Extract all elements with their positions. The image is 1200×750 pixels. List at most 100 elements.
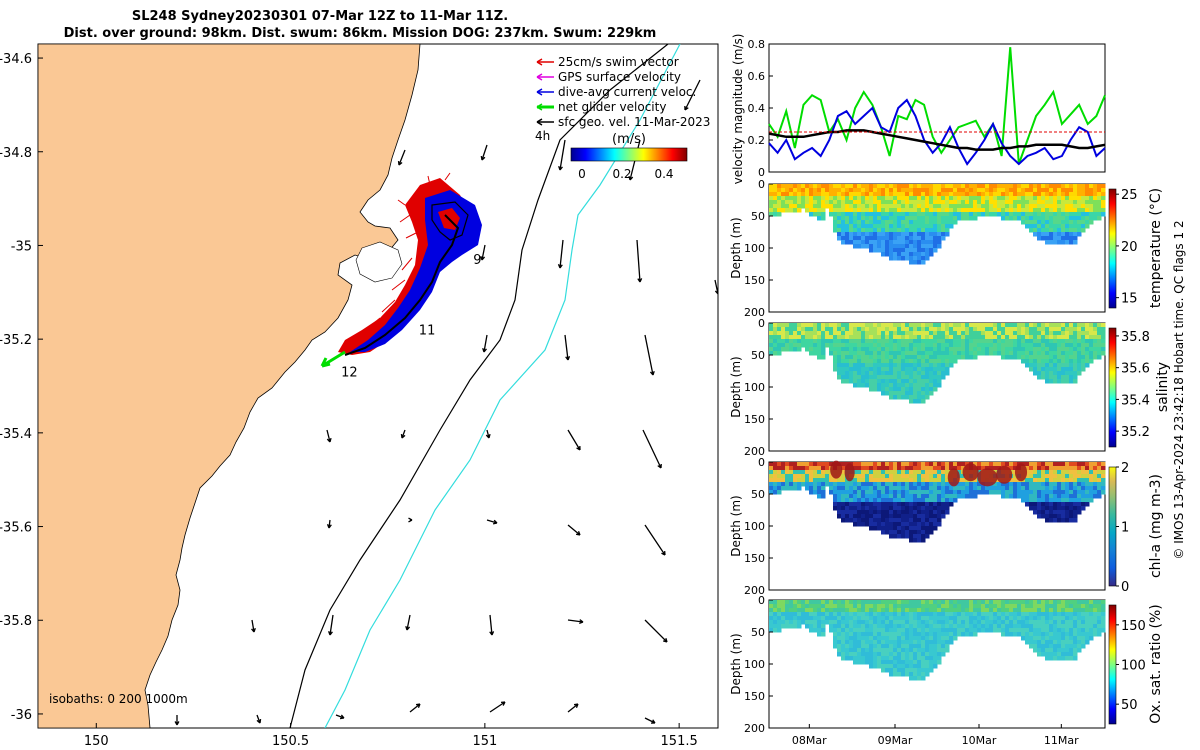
section-cell	[881, 486, 886, 491]
section-cell	[993, 184, 998, 189]
section-cell	[997, 482, 1002, 487]
section-cell	[1089, 208, 1094, 213]
section-cell	[917, 184, 922, 189]
section-cell	[889, 323, 894, 328]
section-cell	[905, 323, 910, 328]
section-cell	[1009, 196, 1014, 201]
section-cell	[1029, 343, 1034, 348]
section-cell	[917, 530, 922, 535]
section-cell	[1093, 608, 1098, 613]
section-cell	[1029, 359, 1034, 364]
section-cell	[1073, 474, 1078, 479]
section-cell	[917, 518, 922, 523]
section-cell	[869, 323, 874, 328]
section-cell	[925, 212, 930, 217]
section-cell	[809, 608, 814, 613]
section-cell	[1029, 212, 1034, 217]
section-cell	[969, 612, 974, 617]
section-cell	[833, 506, 838, 511]
section-cell	[833, 339, 838, 344]
section-cell	[833, 220, 838, 225]
section-cell	[1057, 192, 1062, 197]
surface-velocity-arrow	[644, 717, 656, 724]
section-cell	[829, 339, 834, 344]
section-cell	[901, 478, 906, 483]
section-cell	[941, 490, 946, 495]
section-cell	[861, 652, 866, 657]
section-cell	[1041, 486, 1046, 491]
section-cells	[769, 184, 1106, 265]
section-cell	[1037, 608, 1042, 613]
section-cell	[1065, 514, 1070, 519]
section-cell	[1033, 620, 1038, 625]
section-cell	[833, 363, 838, 368]
section-cell	[909, 260, 914, 265]
section-cell	[941, 236, 946, 241]
section-cell	[849, 323, 854, 328]
section-cell	[1061, 196, 1066, 201]
section-cell	[789, 196, 794, 201]
section-cell	[933, 379, 938, 384]
section-cell	[1041, 208, 1046, 213]
section-cell	[1009, 339, 1014, 344]
section-cell	[841, 510, 846, 515]
section-cell	[885, 375, 890, 380]
section-cell	[933, 387, 938, 392]
section-cell	[873, 335, 878, 340]
section-cell	[1053, 232, 1058, 237]
section-cell	[1097, 339, 1102, 344]
section-cell	[965, 486, 970, 491]
section-cell	[1089, 204, 1094, 209]
section-cell	[913, 236, 918, 241]
section-cell	[985, 347, 990, 352]
section-cell	[1057, 510, 1062, 515]
section-cell	[793, 200, 798, 205]
section-cell	[993, 608, 998, 613]
section-cell	[957, 608, 962, 613]
dive-avg-current-cloud-north	[350, 190, 482, 352]
section-cell	[825, 600, 830, 605]
section-cell	[909, 514, 914, 519]
section-cell	[897, 339, 902, 344]
speed-colorbar-tick-2: 0.4	[654, 167, 673, 181]
section-cell	[845, 490, 850, 495]
section-cell	[805, 335, 810, 340]
surface-velocity-arrow	[480, 244, 486, 261]
colorbar-tick-label: 25	[1121, 188, 1138, 203]
section-cell	[825, 474, 830, 479]
section-cell	[1025, 474, 1030, 479]
section-cell	[1025, 640, 1030, 645]
section-cell	[813, 616, 818, 621]
section-cell	[1101, 192, 1106, 197]
section-cell	[1097, 624, 1102, 629]
section-cell	[925, 620, 930, 625]
section-cell	[881, 240, 886, 245]
section-cell	[933, 660, 938, 665]
section-cell	[921, 208, 926, 213]
section-cell	[841, 355, 846, 360]
section-cell	[865, 212, 870, 217]
section-cell	[1073, 343, 1078, 348]
section-cell	[821, 355, 826, 360]
section-y-tick-label: 50	[751, 210, 765, 223]
section-cell	[845, 478, 850, 483]
section-cell	[861, 620, 866, 625]
section-cell	[917, 204, 922, 209]
section-cell	[1045, 343, 1050, 348]
section-cell	[945, 208, 950, 213]
section-cell	[909, 506, 914, 511]
section-cell	[785, 624, 790, 629]
section-cell	[997, 323, 1002, 328]
section-cell	[1041, 184, 1046, 189]
section-cell	[1077, 351, 1082, 356]
section-cell	[965, 216, 970, 221]
section-cell	[869, 196, 874, 201]
section-cell	[941, 616, 946, 621]
section-cell	[777, 600, 782, 605]
section-cell	[797, 343, 802, 348]
section-cell	[921, 200, 926, 205]
section-cell	[769, 351, 774, 356]
section-cell	[901, 530, 906, 535]
section-cell	[817, 482, 822, 487]
section-cell	[905, 188, 910, 193]
